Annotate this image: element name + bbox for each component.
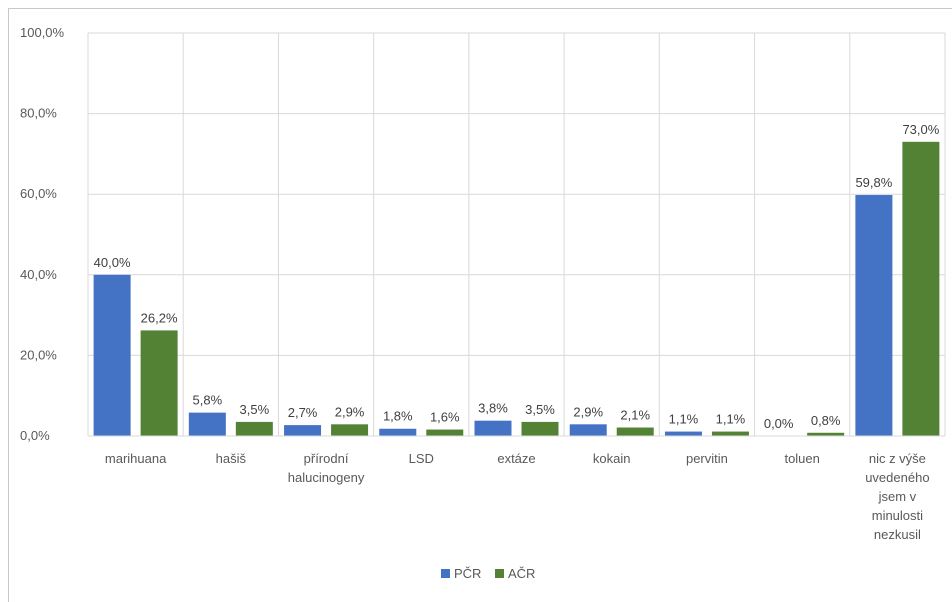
data-label: 73,0% [902, 122, 939, 137]
bar-acr [807, 432, 845, 436]
bar-pcr [664, 431, 702, 436]
bar-acr [521, 421, 559, 436]
data-label: 26,2% [141, 310, 178, 325]
category-label: kokain [593, 451, 631, 466]
data-label: 1,1% [716, 412, 746, 427]
data-label: 0,0% [764, 416, 794, 431]
y-tick-label: 60,0% [20, 186, 57, 201]
legend-swatch [441, 569, 450, 578]
bar-pcr [855, 195, 893, 436]
chart-frame [8, 8, 952, 602]
data-label: 0,8% [811, 413, 841, 428]
data-label: 2,9% [335, 404, 365, 419]
category-label: marihuana [105, 451, 167, 466]
bar-acr [616, 427, 654, 436]
bar-pcr [93, 274, 131, 436]
bar-pcr [284, 425, 322, 436]
category-label: jsem v [878, 489, 917, 504]
bar-pcr [569, 424, 607, 436]
category-label: toluen [784, 451, 819, 466]
y-tick-label: 20,0% [20, 347, 57, 362]
data-label: 1,8% [383, 409, 413, 424]
data-label: 3,5% [525, 402, 555, 417]
data-label: 3,8% [478, 401, 508, 416]
data-label: 40,0% [94, 255, 131, 270]
bar-acr [711, 431, 749, 436]
legend-label: AČR [508, 566, 535, 581]
y-tick-label: 100,0% [20, 25, 65, 40]
data-label: 59,8% [855, 175, 892, 190]
category-label: halucinogeny [288, 470, 365, 485]
bar-acr [902, 141, 940, 436]
data-label: 2,1% [620, 408, 650, 423]
y-tick-label: 40,0% [20, 267, 57, 282]
category-label: extáze [497, 451, 535, 466]
bar-acr [331, 424, 369, 436]
data-label: 1,6% [430, 410, 460, 425]
category-label: hašiš [216, 451, 247, 466]
data-label: 5,8% [193, 393, 223, 408]
data-label: 3,5% [240, 402, 270, 417]
category-label: přírodní [304, 451, 349, 466]
bar-acr [140, 330, 178, 436]
y-tick-label: 80,0% [20, 106, 57, 121]
bar-acr [426, 429, 464, 436]
data-label: 2,9% [573, 404, 603, 419]
bar-pcr [188, 412, 226, 436]
bar-pcr [379, 428, 417, 436]
bar-acr [235, 421, 273, 436]
category-label: pervitin [686, 451, 728, 466]
category-label: minulosti [872, 508, 923, 523]
category-label: nic z výše [869, 451, 926, 466]
legend-label: PČR [454, 566, 481, 581]
legend-swatch [495, 569, 504, 578]
category-label: nezkusil [874, 527, 921, 542]
data-label: 2,7% [288, 405, 318, 420]
data-label: 1,1% [669, 412, 699, 427]
category-label: LSD [409, 451, 434, 466]
y-tick-label: 0,0% [20, 428, 50, 443]
category-label: uvedeného [865, 470, 929, 485]
bar-pcr [474, 420, 512, 436]
